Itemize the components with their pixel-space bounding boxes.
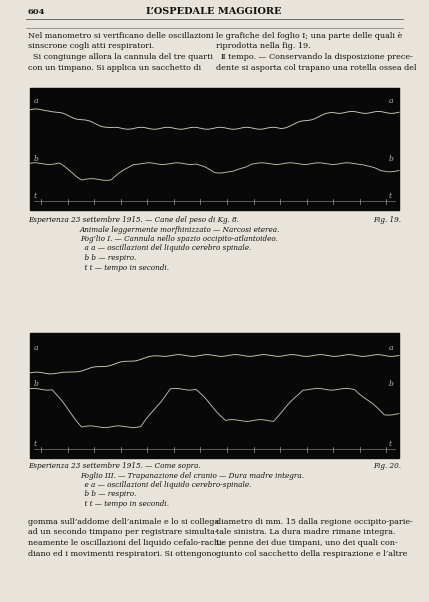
Text: b b — respiro.: b b — respiro. (80, 491, 136, 498)
Text: Le penne dei due timpani, uno dei quali con-: Le penne dei due timpani, uno dei quali … (216, 539, 398, 547)
Bar (30, 88, 399, 210)
Text: Fig. 20.: Fig. 20. (373, 462, 401, 470)
Text: t t — tempo in secondi.: t t — tempo in secondi. (80, 264, 169, 272)
Text: sinscrone cogli atti respiratori.: sinscrone cogli atti respiratori. (28, 43, 154, 51)
Text: riprodotta nella fig. 19.: riprodotta nella fig. 19. (216, 43, 311, 51)
Text: t: t (389, 439, 392, 447)
Text: Nel manometro si verificano delle oscillazioni: Nel manometro si verificano delle oscill… (28, 32, 214, 40)
Text: a a — oscillazioni del liquido cerebro spinale.: a a — oscillazioni del liquido cerebro s… (80, 244, 251, 252)
Text: b: b (34, 379, 39, 388)
Text: a: a (34, 97, 39, 105)
Text: Esperienza 23 settembre 1915. — Cane del peso di Kg. 8.: Esperienza 23 settembre 1915. — Cane del… (28, 216, 239, 224)
Text: diano ed i movimenti respiratori. Si ottengono: diano ed i movimenti respiratori. Si ott… (28, 550, 216, 557)
Text: Fog’lio I. — Cannula nello spazio occipito-atlantoideo.: Fog’lio I. — Cannula nello spazio occipi… (80, 235, 278, 243)
Bar (30, 333, 399, 458)
Text: tale sinistra. La dura madre rimane integra.: tale sinistra. La dura madre rimane inte… (216, 529, 396, 536)
Text: diametro di mm. 15 dalla regione occipito-parie-: diametro di mm. 15 dalla regione occipit… (216, 518, 413, 526)
Text: t: t (389, 192, 392, 200)
Text: b b — respiro.: b b — respiro. (80, 254, 136, 262)
Text: giunto col sacchetto della respirazione e l’altre: giunto col sacchetto della respirazione … (216, 550, 408, 557)
Text: neamente le oscillazioni del liquido cefalo-rachi-: neamente le oscillazioni del liquido cef… (28, 539, 224, 547)
Text: Esperienza 23 settembre 1915. — Come sopra.: Esperienza 23 settembre 1915. — Come sop… (28, 462, 201, 470)
Text: dente si asporta col trapano una rotella ossea del: dente si asporta col trapano una rotella… (216, 63, 417, 72)
Text: Si congiunge allora la cannula del tre quarti: Si congiunge allora la cannula del tre q… (28, 53, 213, 61)
Text: a: a (34, 344, 39, 353)
Text: Ⅱ tempo. — Conservando la disposizione prece-: Ⅱ tempo. — Conservando la disposizione p… (216, 53, 413, 61)
Text: L’OSPEDALE MAGGIORE: L’OSPEDALE MAGGIORE (146, 7, 282, 16)
Text: t: t (34, 439, 37, 447)
Text: Animale leggermente morfhinizzato — Narcosi eterea.: Animale leggermente morfhinizzato — Narc… (80, 226, 281, 234)
Text: b: b (389, 155, 394, 163)
Text: t: t (34, 192, 37, 200)
Text: le grafiche del foglio I; una parte delle quali è: le grafiche del foglio I; una parte dell… (216, 32, 402, 40)
Text: 604: 604 (28, 8, 45, 16)
Text: ad un secondo timpano per registrare simulta-: ad un secondo timpano per registrare sim… (28, 529, 218, 536)
Text: Fig. 19.: Fig. 19. (373, 216, 401, 224)
Text: Foglio III. — Trapanazione del cranio — Dura madre integra.: Foglio III. — Trapanazione del cranio — … (80, 471, 304, 480)
Text: con un timpano. Si applica un sacchetto di: con un timpano. Si applica un sacchetto … (28, 63, 201, 72)
Text: b: b (389, 379, 394, 388)
Text: gomma sull’addome dell’animale e lo si collega: gomma sull’addome dell’animale e lo si c… (28, 518, 219, 526)
Text: a: a (389, 344, 393, 353)
Text: b: b (34, 155, 39, 163)
Text: a: a (389, 97, 393, 105)
Text: t t — tempo in secondi.: t t — tempo in secondi. (80, 500, 169, 508)
Text: e a — oscillazioni del liquido cerebro-spinale.: e a — oscillazioni del liquido cerebro-s… (80, 481, 251, 489)
